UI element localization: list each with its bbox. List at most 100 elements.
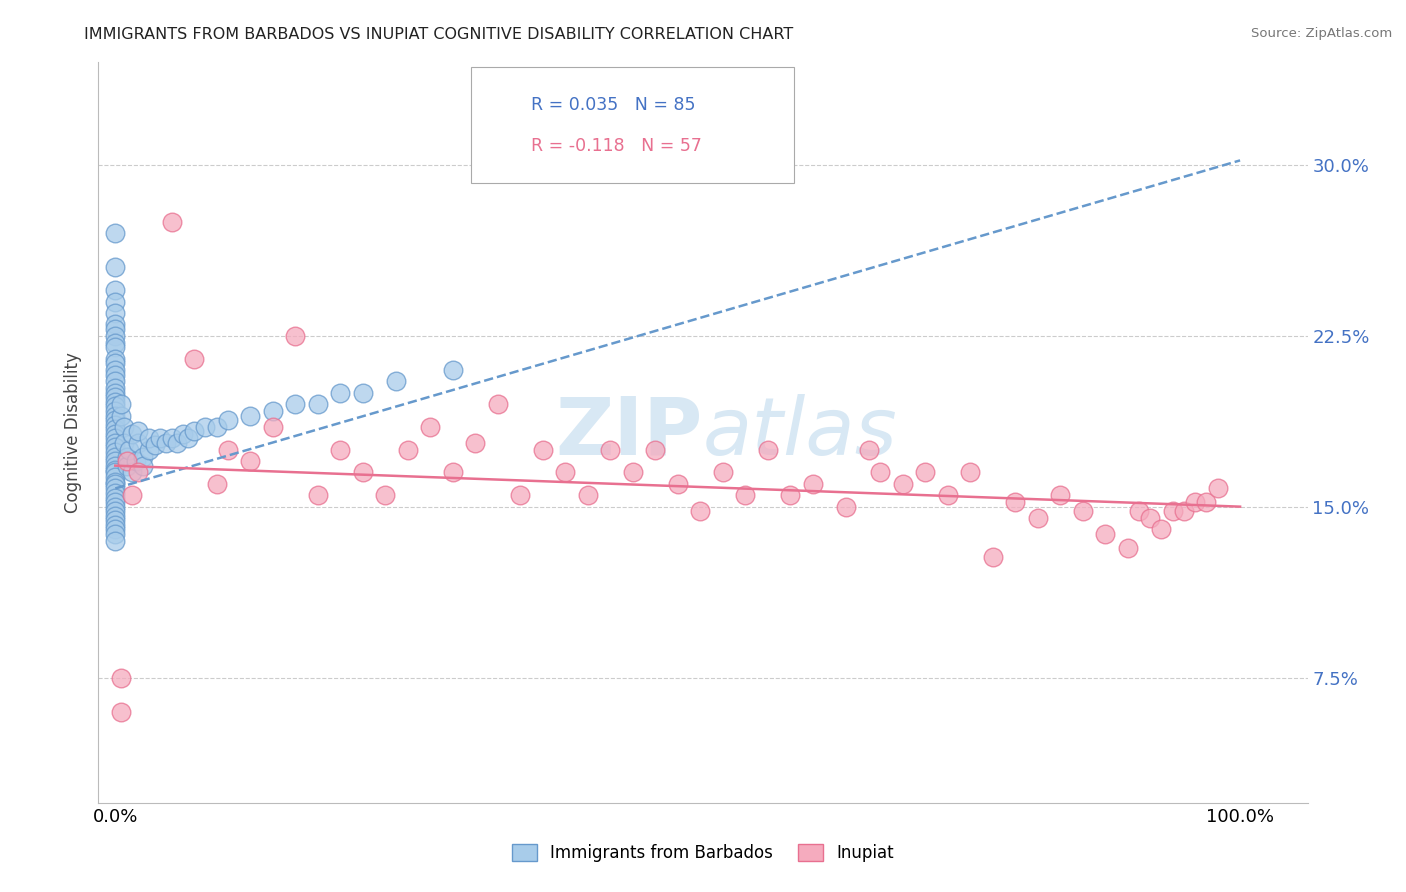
Point <box>1150 523 1173 537</box>
Point <box>104 294 127 309</box>
Point <box>194 420 217 434</box>
Point <box>239 409 262 423</box>
Point <box>1161 504 1184 518</box>
Point <box>104 363 127 377</box>
Point <box>284 397 307 411</box>
Point <box>396 442 419 457</box>
Point <box>104 417 127 432</box>
Point <box>104 390 127 404</box>
Point <box>1116 541 1139 555</box>
Point <box>1206 482 1229 496</box>
Point <box>869 466 891 480</box>
Point <box>914 466 936 480</box>
Point <box>307 397 329 411</box>
Point <box>115 454 138 468</box>
Point <box>172 426 194 441</box>
Point <box>891 476 914 491</box>
Point <box>104 381 127 395</box>
Point <box>104 475 127 489</box>
Point <box>104 260 127 275</box>
Point <box>132 450 155 464</box>
Point <box>104 422 127 436</box>
Point <box>217 442 239 457</box>
Point <box>138 442 160 457</box>
Point <box>104 533 127 548</box>
Point <box>121 488 143 502</box>
Point <box>149 431 172 445</box>
Point <box>110 671 132 685</box>
Point <box>183 351 205 366</box>
Point <box>689 504 711 518</box>
Point <box>531 442 554 457</box>
Point <box>756 442 779 457</box>
Point <box>104 322 127 336</box>
Point <box>205 420 228 434</box>
Point <box>104 335 127 350</box>
Point <box>644 442 666 457</box>
Point <box>1195 495 1218 509</box>
Text: ZIP: ZIP <box>555 393 703 472</box>
Text: R = 0.035   N = 85: R = 0.035 N = 85 <box>531 96 696 114</box>
Text: Source: ZipAtlas.com: Source: ZipAtlas.com <box>1251 27 1392 40</box>
Point <box>104 508 127 523</box>
Point <box>110 409 132 423</box>
Point <box>104 470 127 484</box>
Point <box>104 523 127 537</box>
Point <box>104 463 127 477</box>
Point <box>115 458 138 473</box>
Point <box>104 466 127 480</box>
Point <box>239 454 262 468</box>
Point <box>132 458 155 473</box>
Point <box>734 488 756 502</box>
Point <box>104 435 127 450</box>
Point <box>464 435 486 450</box>
Point <box>1173 504 1195 518</box>
Point <box>104 340 127 354</box>
Point <box>104 351 127 366</box>
Point <box>104 318 127 332</box>
Point <box>835 500 858 514</box>
Point <box>1184 495 1206 509</box>
Point <box>352 466 374 480</box>
Point <box>104 385 127 400</box>
Point <box>104 431 127 445</box>
Point <box>104 368 127 382</box>
Point <box>104 306 127 320</box>
Point <box>205 476 228 491</box>
Point <box>104 227 127 241</box>
Point <box>110 397 132 411</box>
Point <box>104 491 127 505</box>
Point <box>419 420 441 434</box>
Point <box>104 395 127 409</box>
Point <box>183 425 205 439</box>
Point <box>599 442 621 457</box>
Point <box>104 513 127 527</box>
Point <box>385 375 408 389</box>
Text: atlas: atlas <box>703 393 898 472</box>
Point <box>711 466 734 480</box>
Point <box>104 445 127 459</box>
Point <box>936 488 959 502</box>
Point <box>104 504 127 518</box>
Point <box>110 705 132 719</box>
Point <box>858 442 880 457</box>
Point <box>104 409 127 423</box>
Point <box>441 466 464 480</box>
Text: R = -0.118   N = 57: R = -0.118 N = 57 <box>531 137 703 155</box>
Point <box>104 454 127 468</box>
Point <box>143 438 166 452</box>
Point <box>104 517 127 532</box>
Legend: Immigrants from Barbados, Inupiat: Immigrants from Barbados, Inupiat <box>505 837 901 869</box>
Point <box>262 420 284 434</box>
Point <box>177 431 200 445</box>
Point <box>1049 488 1071 502</box>
Point <box>374 488 396 502</box>
Point <box>112 420 135 434</box>
Point <box>352 385 374 400</box>
Point <box>1094 527 1116 541</box>
Point <box>104 375 127 389</box>
Point <box>166 435 188 450</box>
Y-axis label: Cognitive Disability: Cognitive Disability <box>65 352 83 513</box>
Point <box>127 425 149 439</box>
Point <box>160 431 183 445</box>
